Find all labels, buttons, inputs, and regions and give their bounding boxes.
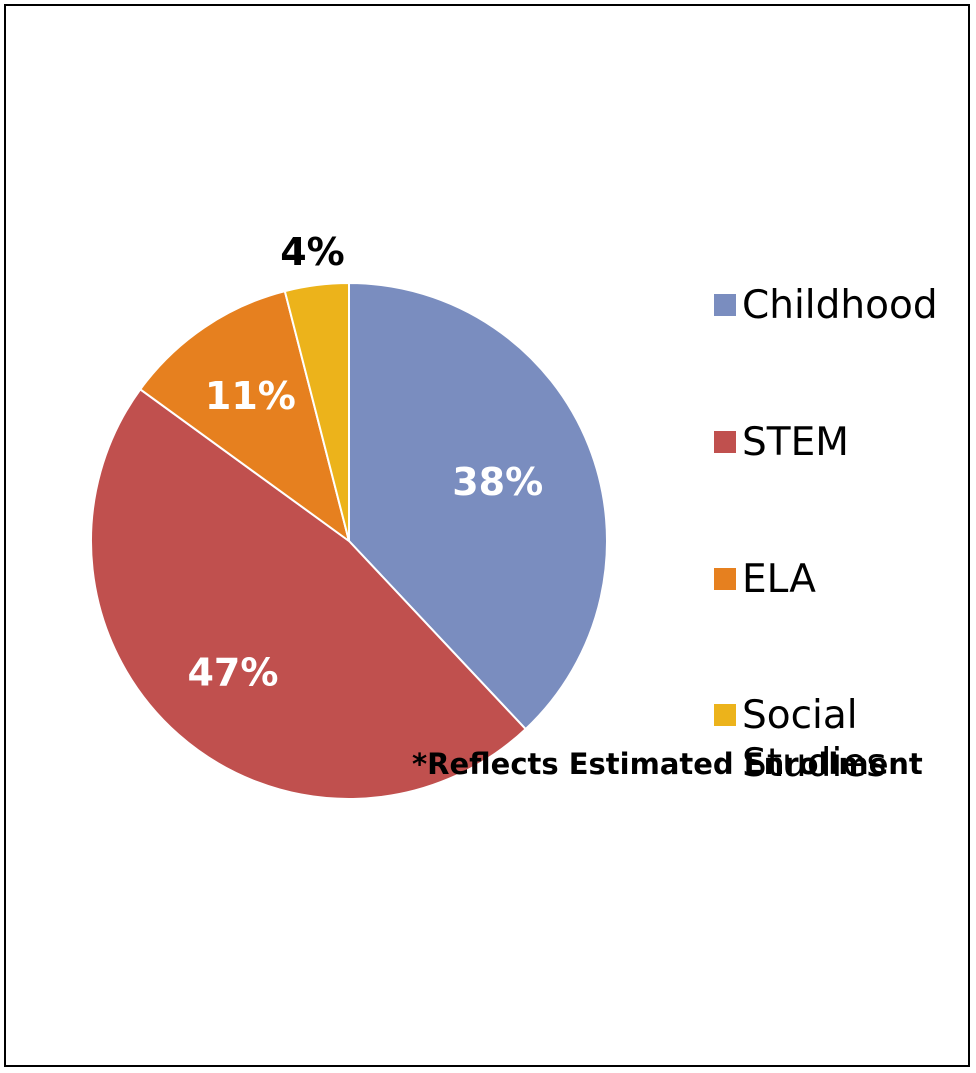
- data-label-social-studies: 4%: [280, 230, 345, 274]
- pie-slice-stem: [90, 387, 528, 800]
- data-label-childhood: 38%: [452, 460, 543, 504]
- pie-slice-social-studies: [283, 281, 350, 542]
- legend-item-ela: ELA: [714, 556, 957, 604]
- legend-swatch-stem: [714, 431, 736, 453]
- pie-data-labels: 38% 47% 11% 4%: [187, 230, 543, 695]
- pie-slice-childhood: [348, 281, 608, 731]
- legend-item-stem: STEM: [714, 419, 957, 467]
- data-label-ela: 11%: [205, 374, 296, 418]
- pie-slice-ela: [138, 289, 351, 544]
- data-label-stem: 47%: [187, 651, 278, 695]
- legend-label-stem: STEM: [742, 420, 849, 465]
- legend-item-childhood: Childhood: [714, 282, 957, 330]
- legend-swatch-social-studies: [714, 704, 736, 726]
- pie-slices: [90, 281, 608, 800]
- footnote: *Reflects Estimated Enrollment: [412, 747, 923, 781]
- legend-label-ela: ELA: [742, 557, 816, 602]
- legend-swatch-childhood: [714, 294, 736, 316]
- legend-label-childhood: Childhood: [742, 283, 938, 328]
- legend-label-social-studies: Social Studies: [742, 693, 887, 786]
- legend-swatch-ela: [714, 568, 736, 590]
- legend-item-social-studies: Social Studies: [714, 692, 957, 788]
